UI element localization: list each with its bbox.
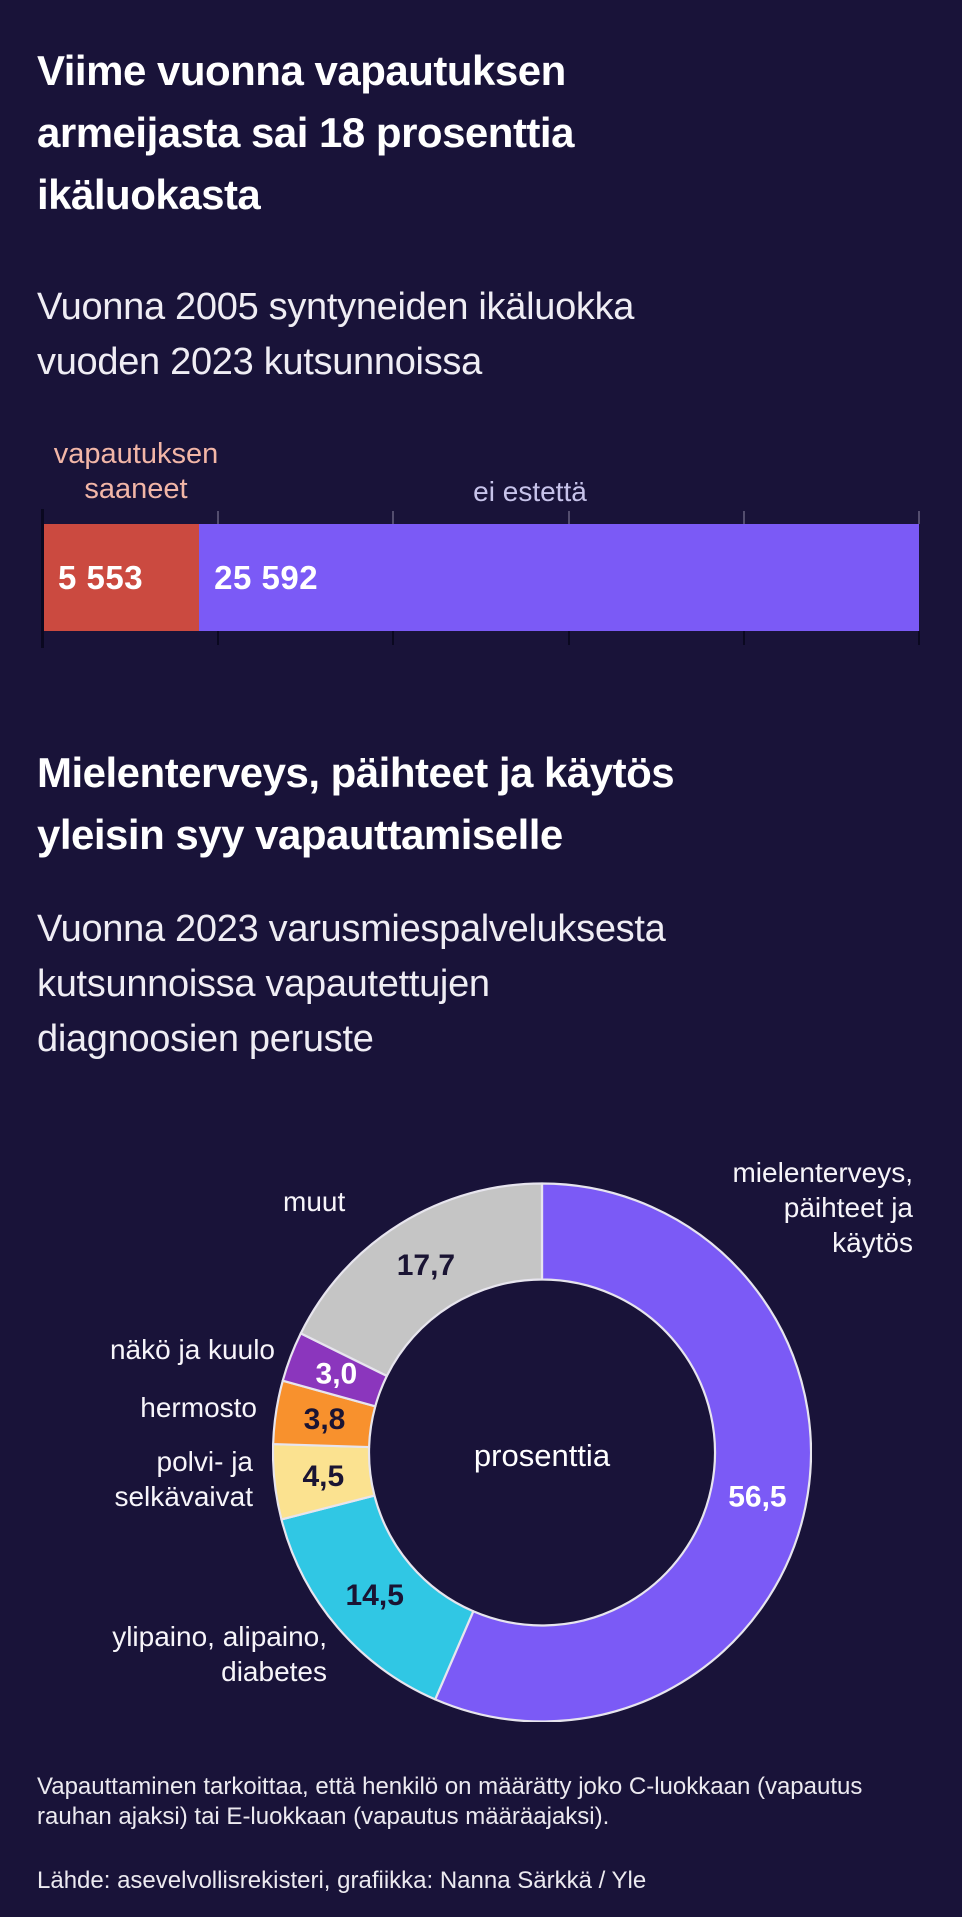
donut-segment	[299, 1182, 544, 1377]
bar-category-label-released: vapautuksen saaneet	[53, 438, 219, 505]
bar-axis-line	[41, 509, 44, 648]
donut-segment-label: ylipaino, alipaino, diabetes	[112, 1621, 327, 1687]
donut-center-label: prosenttia	[474, 1438, 611, 1473]
bar-axis-tick-below	[568, 631, 570, 645]
donut-segment-label: hermosto	[140, 1392, 257, 1423]
footer-note: Vapauttaminen tarkoittaa, että henkilö o…	[37, 1773, 863, 1830]
donut-value-label: 4,5	[302, 1460, 344, 1493]
donut-value-label: 56,5	[728, 1481, 786, 1514]
bar-axis-tick-above	[392, 511, 394, 524]
section1-subtitle: Vuonna 2005 syntyneiden ikäluokka vuoden…	[37, 286, 635, 383]
donut-segment-label: polvi- ja selkävaivat	[114, 1446, 253, 1512]
bar-value-label: 25 592	[214, 558, 319, 596]
bar-axis-tick-above	[743, 511, 745, 524]
section1-title: Viime vuonna vapautuksen armeijasta sai …	[37, 47, 574, 218]
donut-chart: 56,5 14,5 4,5 3,8 3,0 17,7 prosenttia	[272, 1182, 812, 1722]
bar-segment-released: 5 553	[43, 524, 200, 631]
bar-axis-tick-above	[568, 511, 570, 524]
donut-value-label: 14,5	[346, 1579, 404, 1612]
bar-segment-no-obstacle: 25 592	[199, 524, 919, 631]
bar-axis-tick-below	[217, 631, 219, 645]
section2-subtitle: Vuonna 2023 varusmiespalveluksesta kutsu…	[37, 908, 666, 1060]
donut-value-label: 17,7	[397, 1249, 455, 1282]
donut-value-label: 3,8	[304, 1403, 346, 1436]
bar-axis-tick-above	[217, 511, 219, 524]
bar-axis-tick-above	[918, 511, 920, 524]
donut-value-label: 3,0	[316, 1358, 358, 1391]
donut-segment-label: näkö ja kuulo	[109, 1334, 275, 1365]
footer-source: Lähde: asevelvollisrekisteri, grafiikka:…	[37, 1867, 647, 1894]
bar-category-label-no-obstacle: ei estettä	[473, 476, 587, 507]
bar-axis-tick-below	[743, 631, 745, 645]
donut-segment-label: muut	[283, 1186, 346, 1217]
bar-axis-tick-below	[392, 631, 394, 645]
donut-segment-label: mielenterveys, päihteet ja käytös	[732, 1157, 913, 1258]
donut-segment	[434, 1182, 812, 1722]
bar-axis-tick-below	[918, 631, 920, 645]
bar-value-label: 5 553	[58, 558, 144, 596]
stacked-bar-chart: 5 553 25 592	[41, 509, 920, 648]
section2-title: Mielenterveys, päihteet ja käytös yleisi…	[37, 749, 675, 858]
